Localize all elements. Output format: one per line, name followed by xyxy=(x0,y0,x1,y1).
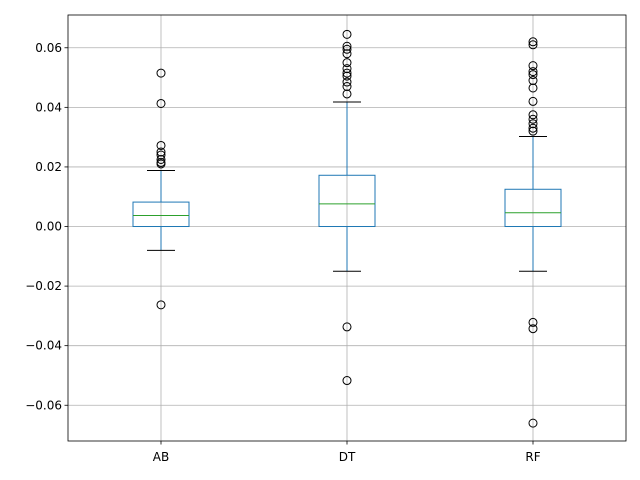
outlier-point xyxy=(528,324,538,334)
outlier-point xyxy=(342,68,352,78)
outlier-point xyxy=(528,123,538,133)
outlier-point xyxy=(528,110,538,120)
y-tick-label: −0.02 xyxy=(25,279,62,293)
box-iqr xyxy=(318,174,376,228)
outlier-point xyxy=(342,49,352,59)
box-layer xyxy=(132,29,562,428)
outlier-point xyxy=(156,154,166,164)
outlier-point xyxy=(342,81,352,91)
outlier-point xyxy=(156,68,166,78)
y-tick-label: −0.06 xyxy=(25,398,62,412)
outlier-point xyxy=(528,83,538,93)
outlier-point xyxy=(528,114,538,124)
outlier-point xyxy=(528,70,538,80)
outlier-point xyxy=(156,150,166,160)
outlier-point xyxy=(342,41,352,51)
outlier-point xyxy=(528,96,538,106)
outlier-point xyxy=(156,159,166,169)
outlier-point xyxy=(342,322,352,332)
outlier-point xyxy=(342,376,352,386)
outlier-point xyxy=(528,418,538,428)
outlier-point xyxy=(156,98,166,108)
x-tick-label: DT xyxy=(339,450,356,464)
outlier-point xyxy=(528,119,538,129)
outlier-point xyxy=(342,44,352,54)
outlier-point xyxy=(342,71,352,81)
y-tick-label: 0.00 xyxy=(35,220,62,234)
outlier-point xyxy=(528,37,538,47)
axes-frame xyxy=(67,14,627,442)
outlier-point xyxy=(342,58,352,68)
y-tick-label: 0.04 xyxy=(35,100,62,114)
outlier-point xyxy=(528,126,538,136)
axis-layer: −0.06 −0.04 −0.02 0.00 0.02 0.04 0.06 AB DT RF xyxy=(25,14,627,464)
outlier-point xyxy=(156,140,166,150)
y-tick-label: 0.06 xyxy=(35,41,62,55)
y-tick-label: −0.04 xyxy=(25,339,62,353)
y-tick-label: 0.02 xyxy=(35,160,62,174)
outlier-point xyxy=(342,64,352,74)
outlier-point xyxy=(342,77,352,87)
outlier-point xyxy=(156,300,166,310)
outlier-point xyxy=(342,89,352,99)
box-iqr xyxy=(132,201,190,228)
outlier-point xyxy=(528,61,538,71)
outlier-point xyxy=(528,40,538,50)
outlier-point xyxy=(342,29,352,39)
outlier-point xyxy=(528,76,538,86)
outlier-point xyxy=(156,147,166,157)
box-iqr xyxy=(504,188,562,228)
outlier-point xyxy=(528,67,538,77)
outlier-point xyxy=(528,317,538,327)
x-tick-label: RF xyxy=(525,450,540,464)
x-tick-label: AB xyxy=(153,450,169,464)
